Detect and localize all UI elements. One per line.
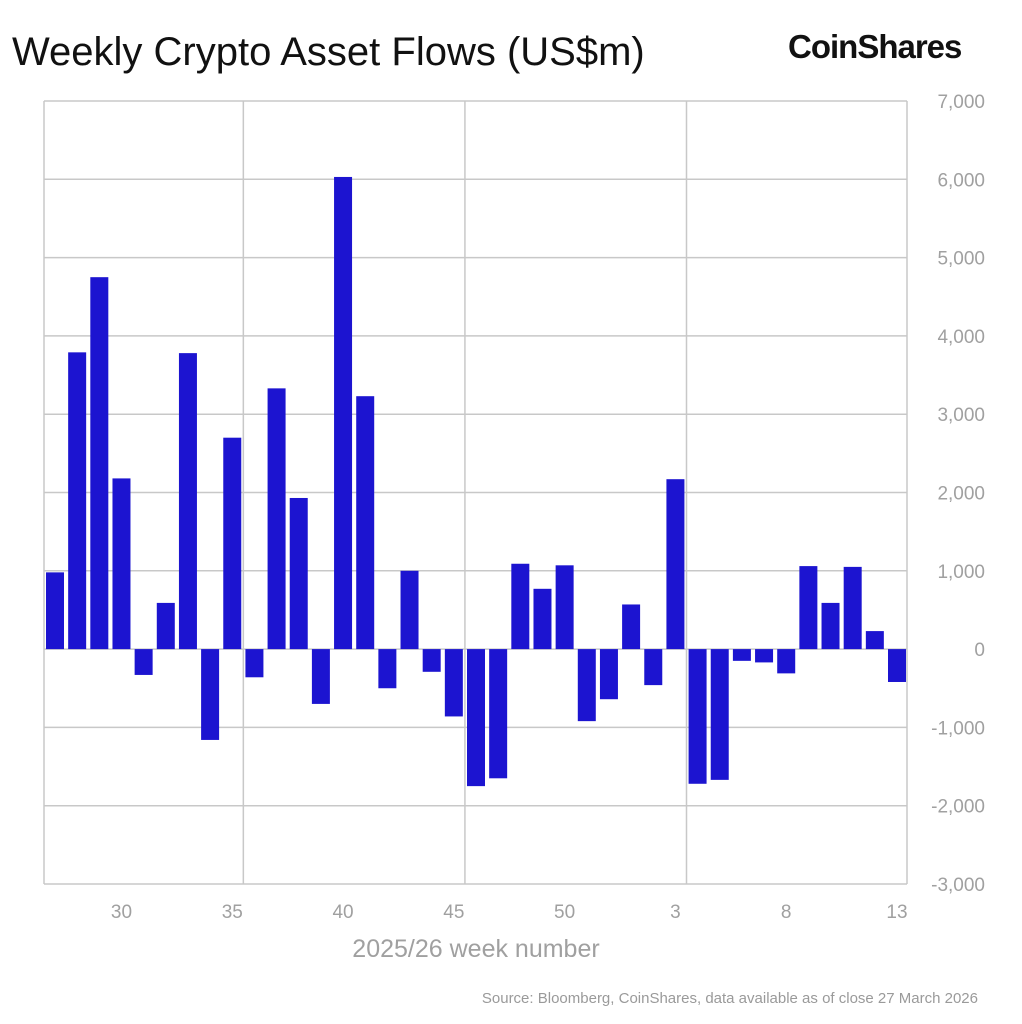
y-tick-label: 4,000 — [937, 327, 985, 348]
bar-week-41 — [356, 396, 375, 650]
y-tick-label: 2,000 — [937, 484, 985, 505]
x-tick-label: 13 — [886, 902, 907, 923]
y-tick-label: 6,000 — [937, 170, 985, 191]
bar-week-39 — [311, 649, 330, 704]
bar-week-48 — [511, 563, 530, 650]
y-tick-label: 5,000 — [937, 249, 985, 270]
y-tick-label: 7,000 — [937, 92, 985, 113]
bar-week-32 — [156, 602, 175, 650]
bar-week-5 — [710, 649, 729, 780]
bar-week-8 — [777, 649, 796, 674]
bar-week-10 — [821, 602, 840, 650]
coinshares-logo: CoinShares — [788, 28, 962, 65]
bar-week-28 — [68, 352, 87, 650]
bar-week-12 — [865, 631, 884, 650]
bar-week-47 — [489, 649, 508, 779]
bar-week-45 — [444, 649, 463, 717]
bar-week-6 — [732, 649, 751, 661]
bar-week-1 — [622, 604, 641, 650]
bar-week-11 — [843, 566, 862, 650]
bar-week-43 — [400, 570, 419, 650]
y-tick-label: -3,000 — [931, 875, 985, 896]
bar-week-42 — [378, 649, 397, 689]
bar-week-52 — [599, 649, 618, 700]
bar-week-30 — [112, 478, 131, 650]
bar-week-37 — [267, 388, 286, 650]
bar-week-4 — [688, 649, 707, 784]
x-tick-label: 8 — [781, 902, 792, 923]
x-tick-label: 30 — [111, 902, 132, 923]
bar-week-9 — [799, 566, 818, 650]
bar-week-35 — [223, 437, 242, 650]
bar-week-29 — [90, 277, 109, 650]
bar-week-27 — [46, 572, 64, 650]
bar-week-49 — [533, 588, 552, 650]
bar-week-31 — [134, 649, 153, 675]
y-tick-label: -1,000 — [931, 718, 985, 739]
bar-week-7 — [755, 649, 774, 663]
bar-week-33 — [178, 353, 197, 650]
bar-week-50 — [555, 565, 574, 650]
bar-week-36 — [245, 649, 264, 678]
bar-week-3 — [666, 479, 685, 650]
x-tick-label: 3 — [670, 902, 681, 923]
x-tick-label: 35 — [222, 902, 243, 923]
bar-week-2 — [644, 649, 663, 686]
y-tick-label: 0 — [974, 640, 985, 661]
bar-week-38 — [289, 497, 308, 650]
x-axis-label: 2025/26 week number — [352, 935, 599, 963]
bar-week-44 — [422, 649, 441, 672]
y-tick-label: -2,000 — [931, 797, 985, 818]
chart-title: Weekly Crypto Asset Flows (US$m) — [12, 30, 645, 74]
y-tick-label: 1,000 — [937, 562, 985, 583]
bar-week-51 — [577, 649, 596, 722]
bar-week-46 — [467, 649, 485, 787]
x-tick-label: 50 — [554, 902, 575, 923]
x-tick-label: 45 — [443, 902, 464, 923]
source-note: Source: Bloomberg, CoinShares, data avai… — [481, 990, 978, 1007]
bar-week-13 — [888, 649, 906, 682]
bar-week-34 — [201, 649, 220, 740]
y-tick-label: 3,000 — [937, 405, 985, 426]
bar-week-40 — [334, 176, 353, 650]
x-tick-label: 40 — [332, 902, 353, 923]
